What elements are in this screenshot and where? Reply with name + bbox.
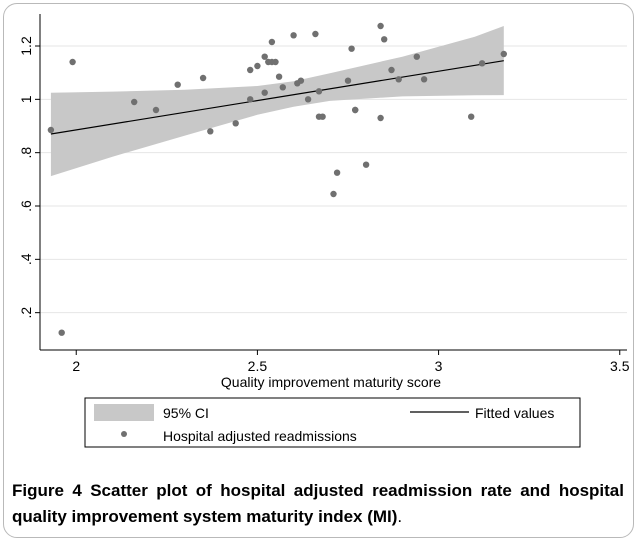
- data-point: [319, 113, 326, 120]
- caption-end: .: [397, 507, 403, 526]
- data-point: [388, 66, 395, 74]
- data-point: [207, 128, 214, 135]
- data-point: [344, 77, 352, 84]
- legend-points-swatch: [121, 431, 127, 437]
- x-axis-ticks: 2 2.5 3 3.5: [72, 350, 630, 374]
- data-point: [69, 58, 76, 66]
- data-point: [333, 169, 341, 176]
- data-point: [420, 76, 428, 83]
- data-point: [232, 120, 239, 127]
- data-point: [268, 38, 276, 46]
- y-tick-label: .6: [18, 200, 34, 212]
- x-tick-label: 2: [72, 358, 80, 374]
- data-point: [58, 329, 65, 336]
- ci-band: [50, 26, 504, 177]
- scatter-chart: 2 2.5 3 3.5 .2 .4 .6 .8 1 1.2 Quality improvemen…: [18, 14, 630, 448]
- legend: 95% CI Fitted values Hospital adjusted r…: [84, 397, 581, 448]
- plot-area: [40, 14, 627, 350]
- data-point: [261, 89, 268, 96]
- data-point: [468, 113, 475, 120]
- data-point: [47, 126, 55, 134]
- data-point: [381, 36, 388, 43]
- data-point: [362, 161, 370, 168]
- data-point: [279, 84, 286, 91]
- data-points: [47, 22, 507, 336]
- y-tick-label: 1: [18, 95, 34, 103]
- legend-ci-label: 95% CI: [163, 405, 209, 421]
- data-point: [247, 66, 254, 74]
- data-point: [352, 106, 359, 114]
- caption-text: Scatter plot of hospital adjusted readmi…: [12, 481, 624, 526]
- x-tick-label: 3.5: [610, 358, 630, 374]
- y-tick-label: .2: [18, 307, 34, 319]
- x-tick-label: 2.5: [248, 358, 268, 374]
- legend-points-label: Hospital adjusted readmissions: [163, 428, 357, 444]
- data-point: [377, 22, 384, 30]
- data-point: [478, 60, 486, 67]
- data-point: [290, 32, 297, 39]
- fitted-line-group: [50, 60, 504, 135]
- chart-area: 2 2.5 3 3.5 .2 .4 .6 .8 1 1.2 Quality improvemen…: [18, 14, 630, 448]
- axes: [39, 14, 627, 351]
- data-point: [272, 58, 279, 66]
- figure-caption: Figure 4 Scatter plot of hospital adjust…: [12, 478, 624, 530]
- data-point: [304, 96, 312, 103]
- data-point: [330, 190, 337, 198]
- data-point: [254, 62, 261, 70]
- data-point: [261, 53, 268, 60]
- legend-ci-swatch: [94, 404, 154, 421]
- data-point: [174, 81, 181, 88]
- y-tick-label: 1.2: [18, 36, 34, 56]
- data-point: [297, 77, 305, 84]
- y-tick-label: .4: [18, 253, 34, 265]
- fitted-line: [50, 60, 504, 135]
- plot-background: [40, 14, 627, 350]
- data-point: [377, 114, 384, 122]
- data-point: [348, 45, 355, 52]
- data-point: [315, 88, 323, 95]
- data-point: [247, 96, 254, 103]
- data-point: [131, 98, 138, 106]
- data-point: [312, 30, 319, 38]
- x-tick-label: 3: [435, 358, 443, 374]
- y-tick-label: .8: [18, 147, 34, 159]
- data-point: [395, 76, 402, 83]
- data-point: [152, 106, 160, 114]
- legend-box: [84, 397, 581, 448]
- caption-label: Figure 4: [12, 481, 82, 500]
- data-point: [275, 73, 283, 80]
- data-point: [199, 74, 207, 82]
- y-axis-ticks: .2 .4 .6 .8 1 1.2: [18, 36, 40, 319]
- legend-fitted-label: Fitted values: [475, 405, 554, 421]
- x-axis-label: Quality improvement maturity score: [221, 374, 441, 390]
- data-point: [413, 53, 420, 60]
- confidence-band: [50, 26, 504, 177]
- data-point: [500, 50, 507, 58]
